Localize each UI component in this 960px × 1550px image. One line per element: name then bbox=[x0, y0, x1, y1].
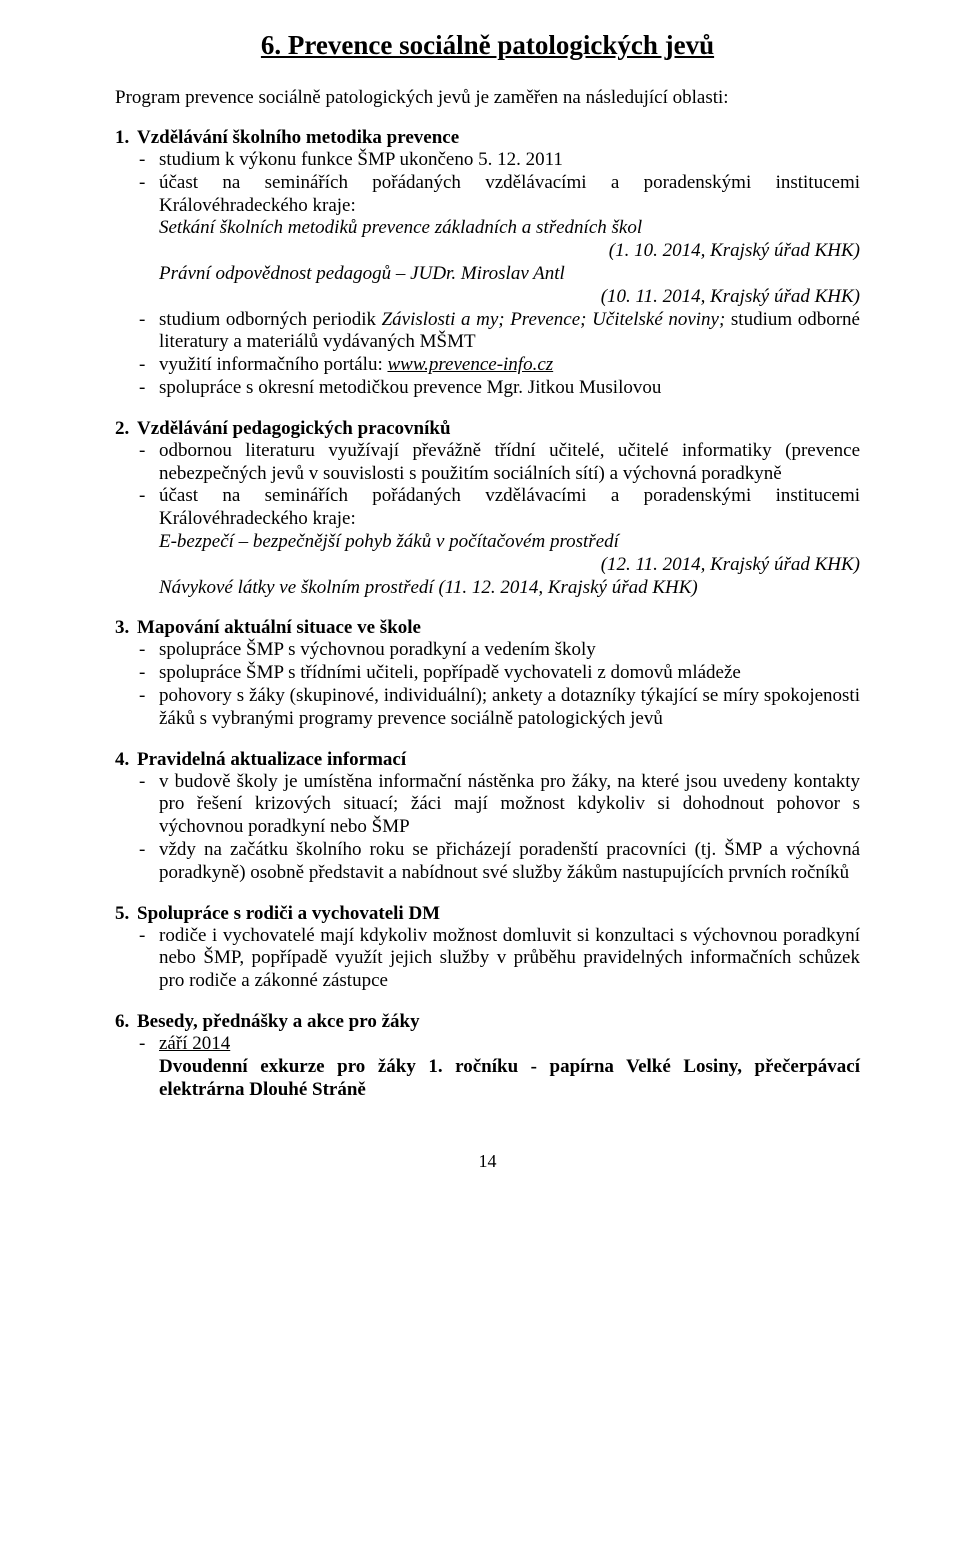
text-italic: Závislosti a my; Prevence; Učitelské nov… bbox=[382, 309, 726, 330]
list-item: spolupráce ŠMP s výchovnou poradkyní a v… bbox=[139, 639, 860, 662]
excursion-text: Dvoudenní exkurze pro žáky 1. ročníku - … bbox=[159, 1056, 860, 1102]
section-number: 4. bbox=[115, 749, 137, 771]
section-number: 1. bbox=[115, 127, 137, 149]
section-number: 2. bbox=[115, 418, 137, 440]
section-5-list: rodiče i vychovatelé mají kdykoliv možno… bbox=[115, 925, 860, 993]
list-item: spolupráce ŠMP s třídními učiteli, popří… bbox=[139, 662, 860, 685]
section-title: Besedy, přednášky a akce pro žáky bbox=[137, 1011, 420, 1033]
seminar-date: (10. 11. 2014, Krajský úřad KHK) bbox=[159, 286, 860, 309]
section-3-heading: 3. Mapování aktuální situace ve škole bbox=[115, 617, 860, 639]
section-1-heading: 1. Vzdělávání školního metodika prevence bbox=[115, 127, 860, 149]
text-part: studium odborných periodik bbox=[159, 309, 382, 330]
list-item: účast na seminářích pořádaných vzdělávac… bbox=[139, 485, 860, 531]
list-item: studium k výkonu funkce ŠMP ukončeno 5. … bbox=[139, 149, 860, 172]
section-title: Vzdělávání pedagogických pracovníků bbox=[137, 418, 451, 440]
intro-paragraph: Program prevence sociálně patologických … bbox=[115, 87, 860, 109]
page-number: 14 bbox=[115, 1151, 860, 1172]
list-item: využití informačního portálu: www.preven… bbox=[139, 354, 860, 377]
list-item: odbornou literaturu využívají převážně t… bbox=[139, 440, 860, 486]
section-4-heading: 4. Pravidelná aktualizace informací bbox=[115, 749, 860, 771]
section-title: Vzdělávání školního metodika prevence bbox=[137, 127, 459, 149]
date-underline: září 2014 bbox=[159, 1033, 230, 1054]
list-item: spolupráce s okresní metodičkou prevence… bbox=[139, 377, 860, 400]
section-1-list-cont: studium odborných periodik Závislosti a … bbox=[115, 309, 860, 400]
section-number: 3. bbox=[115, 617, 137, 639]
section-2-list: odbornou literaturu využívají převážně t… bbox=[115, 440, 860, 531]
section-1-list: studium k výkonu funkce ŠMP ukončeno 5. … bbox=[115, 149, 860, 217]
section-title: Spolupráce s rodiči a vychovateli DM bbox=[137, 903, 440, 925]
list-item: vždy na začátku školního roku se přicház… bbox=[139, 839, 860, 885]
seminar-text: Návykové látky ve školním prostředí (11.… bbox=[159, 577, 860, 600]
section-6-list: září 2014 bbox=[115, 1033, 860, 1056]
list-item: studium odborných periodik Závislosti a … bbox=[139, 309, 860, 355]
section-3-list: spolupráce ŠMP s výchovnou poradkyní a v… bbox=[115, 639, 860, 730]
list-item: účast na seminářích pořádaných vzdělávac… bbox=[139, 172, 860, 218]
section-6-heading: 6. Besedy, přednášky a akce pro žáky bbox=[115, 1011, 860, 1033]
list-item: pohovory s žáky (skupinové, individuální… bbox=[139, 685, 860, 731]
section-number: 6. bbox=[115, 1011, 137, 1033]
list-item: září 2014 bbox=[139, 1033, 860, 1056]
list-item: rodiče i vychovatelé mají kdykoliv možno… bbox=[139, 925, 860, 993]
link-text: www.prevence-info.cz bbox=[387, 354, 553, 375]
section-number: 5. bbox=[115, 903, 137, 925]
section-5-heading: 5. Spolupráce s rodiči a vychovateli DM bbox=[115, 903, 860, 925]
seminar-text: Setkání školních metodiků prevence zákla… bbox=[159, 217, 860, 240]
section-title: Mapování aktuální situace ve škole bbox=[137, 617, 421, 639]
seminar-date: (1. 10. 2014, Krajský úřad KHK) bbox=[159, 240, 860, 263]
section-title: Pravidelná aktualizace informací bbox=[137, 749, 406, 771]
seminar-date: (12. 11. 2014, Krajský úřad KHK) bbox=[159, 554, 860, 577]
page-container: 6. Prevence sociálně patologických jevů … bbox=[0, 0, 960, 1550]
section-4-list: v budově školy je umístěna informační ná… bbox=[115, 771, 860, 885]
text-part: využití informačního portálu: bbox=[159, 354, 387, 375]
list-item: v budově školy je umístěna informační ná… bbox=[139, 771, 860, 839]
section-2-heading: 2. Vzdělávání pedagogických pracovníků bbox=[115, 418, 860, 440]
seminar-text: Právní odpovědnost pedagogů – JUDr. Miro… bbox=[159, 263, 860, 286]
page-title: 6. Prevence sociálně patologických jevů bbox=[115, 30, 860, 61]
seminar-text: E-bezpečí – bezpečnější pohyb žáků v poč… bbox=[159, 531, 860, 554]
